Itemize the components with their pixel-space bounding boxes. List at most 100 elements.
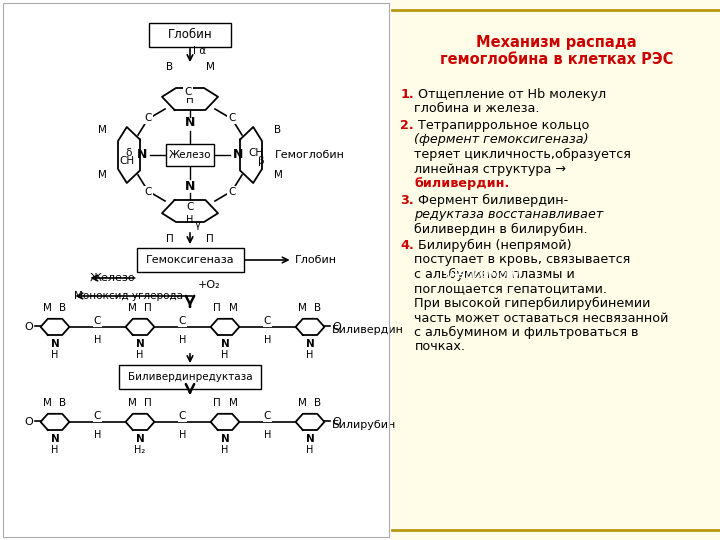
Text: О: О <box>332 417 341 427</box>
Text: теряет цикличность,образуется: теряет цикличность,образуется <box>415 148 631 161</box>
Text: Биливердинредуктаза: Биливердинредуктаза <box>127 372 252 382</box>
Text: γ: γ <box>195 220 201 230</box>
Text: H: H <box>306 350 314 360</box>
Text: О: О <box>24 417 33 427</box>
Text: H: H <box>264 335 271 345</box>
FancyBboxPatch shape <box>149 23 231 47</box>
Text: О: О <box>24 322 33 332</box>
Text: CH: CH <box>248 148 263 158</box>
Text: CH: CH <box>120 156 135 166</box>
Text: N: N <box>185 117 195 130</box>
Text: В: В <box>60 398 66 408</box>
Text: H: H <box>306 445 314 455</box>
Text: N: N <box>220 434 230 444</box>
Text: +O₂: +O₂ <box>198 280 220 290</box>
Text: с альбумином и фильтроваться в: с альбумином и фильтроваться в <box>415 326 639 339</box>
Text: δ: δ <box>125 148 132 158</box>
Text: Глобин: Глобин <box>294 255 336 265</box>
Text: N: N <box>305 339 315 349</box>
Text: биливердин в билирубин.: биливердин в билирубин. <box>415 222 588 235</box>
Text: почках.: почках. <box>415 341 465 354</box>
Text: часть может оставаться несвязанной: часть может оставаться несвязанной <box>415 312 669 325</box>
Text: C: C <box>264 316 271 326</box>
Text: Железо: Железо <box>89 273 135 283</box>
Text: Гемоксигеназа: Гемоксигеназа <box>145 255 234 265</box>
Text: N: N <box>185 180 195 193</box>
Text: Гемоглобин: Гемоглобин <box>275 150 345 160</box>
Text: (фермент гемоксигеназа): (фермент гемоксигеназа) <box>415 133 589 146</box>
Text: В: В <box>315 303 322 313</box>
Text: H: H <box>94 335 102 345</box>
Text: C: C <box>186 202 194 212</box>
Text: М: М <box>297 398 307 408</box>
Text: N: N <box>50 434 59 444</box>
Text: линейная структура →: линейная структура → <box>415 163 567 176</box>
Text: H: H <box>179 430 186 440</box>
Text: Отщепление от Hb молекул: Отщепление от Hb молекул <box>415 88 606 101</box>
Text: П: П <box>166 234 174 244</box>
Text: Биливердин: Биливердин <box>332 325 404 335</box>
Text: М: М <box>228 303 238 313</box>
Text: М: М <box>206 62 215 72</box>
Text: N: N <box>305 434 315 444</box>
Text: Механизм распада
гемоглобина в клетках РЭС: Механизм распада гемоглобина в клетках Р… <box>439 35 673 68</box>
Text: М: М <box>127 303 136 313</box>
Text: Моноксид углерода: Моноксид углерода <box>74 291 184 301</box>
Text: C: C <box>94 411 102 421</box>
Bar <box>392 0 720 540</box>
Text: М: М <box>228 398 238 408</box>
Text: В: В <box>166 62 174 72</box>
Text: C: C <box>94 316 102 326</box>
Text: О: О <box>332 322 341 332</box>
Bar <box>0 0 392 540</box>
Text: П: П <box>144 303 152 313</box>
Text: N: N <box>137 148 147 161</box>
FancyBboxPatch shape <box>166 144 214 166</box>
Text: C: C <box>179 316 186 326</box>
Text: 1.: 1. <box>400 88 414 101</box>
Text: М: М <box>98 170 107 180</box>
Text: М: М <box>98 125 107 135</box>
Text: Билирубин: Билирубин <box>332 420 396 430</box>
Text: 2.: 2. <box>400 119 414 132</box>
Text: П: П <box>213 303 221 313</box>
Text: C: C <box>228 113 235 123</box>
Text: П: П <box>144 398 152 408</box>
Text: (непрямой): (непрямой) <box>444 268 520 281</box>
Text: М: М <box>127 398 136 408</box>
Text: поглощается гепатоцитами.: поглощается гепатоцитами. <box>415 282 608 295</box>
Text: биливердин.: биливердин. <box>415 177 510 190</box>
Text: I α: I α <box>193 46 206 56</box>
Text: C: C <box>184 87 192 97</box>
Text: В: В <box>274 125 282 135</box>
Text: Тетрапиррольное кольцо: Тетрапиррольное кольцо <box>415 119 590 132</box>
Text: Глобин: Глобин <box>168 29 212 42</box>
Text: глобина и железа.: глобина и железа. <box>415 103 540 116</box>
Text: с альбумином плазмы и: с альбумином плазмы и <box>415 268 575 281</box>
Text: Железо: Железо <box>168 150 211 160</box>
Text: H: H <box>264 430 271 440</box>
Text: редуктаза восстанавливает: редуктаза восстанавливает <box>415 208 603 221</box>
Text: Билирубин (непрямой): Билирубин (непрямой) <box>415 239 572 252</box>
Text: В: В <box>315 398 322 408</box>
Text: П: П <box>213 398 221 408</box>
Text: М: М <box>42 398 51 408</box>
Text: C: C <box>264 411 271 421</box>
Text: 4.: 4. <box>400 239 414 252</box>
FancyBboxPatch shape <box>119 365 261 389</box>
Text: 3.: 3. <box>400 193 414 206</box>
Text: N: N <box>135 434 145 444</box>
Text: N: N <box>50 339 59 349</box>
Text: М: М <box>297 303 307 313</box>
Text: H: H <box>179 335 186 345</box>
Text: N: N <box>135 339 145 349</box>
Text: N: N <box>233 148 243 161</box>
Text: H: H <box>186 215 194 225</box>
FancyBboxPatch shape <box>137 248 243 272</box>
Text: N: N <box>220 339 230 349</box>
Text: β: β <box>258 156 265 166</box>
Text: При высокой гипербилирубинемии: При высокой гипербилирубинемии <box>415 297 651 310</box>
Text: В: В <box>60 303 66 313</box>
Text: C: C <box>144 187 152 197</box>
Text: П: П <box>206 234 214 244</box>
